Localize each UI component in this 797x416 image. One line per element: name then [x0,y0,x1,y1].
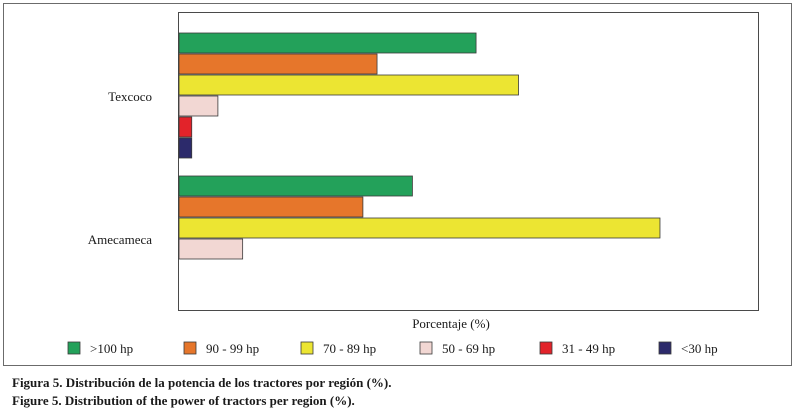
bar-chart: Texcoco Amecameca Porcentaje (%) >100 hp 9… [67,12,759,356]
bar-texcoco-50-69-hp [178,95,219,117]
bars-group [178,32,661,260]
legend-swatch-30-hp [658,341,672,355]
bar-texcoco-100-hp [178,32,477,54]
caption-english: Figure 5. Distribution of the power of t… [12,393,355,408]
bar-texcoco-70-89-hp [178,74,519,96]
bar-amecameca-100-hp [178,175,413,197]
legend-label-100-hp: >100 hp [90,341,133,356]
bar-amecameca-70-89-hp [178,217,661,239]
x-axis-label: Porcentaje (%) [412,316,490,331]
figure-frame [3,3,792,366]
legend-swatch-50-69-hp [419,341,433,355]
bar-texcoco-30-hp [178,137,193,159]
category-labels: Texcoco Amecameca [88,89,152,247]
bar-amecameca-50-69-hp [178,238,244,260]
legend-swatch-90-99-hp [183,341,197,355]
legend-label-50-69-hp: 50 - 69 hp [442,341,495,356]
legend: >100 hp 90 - 99 hp 70 - 89 hp 50 - 69 hp 31 … [67,341,718,356]
legend-swatch-100-hp [67,341,81,355]
caption-spanish: Figura 5. Distribución de la potencia de… [12,375,392,390]
category-label-texcoco: Texcoco [108,89,152,104]
legend-label-70-89-hp: 70 - 89 hp [323,341,376,356]
legend-swatch-31-49-hp [539,341,553,355]
legend-swatch-70-89-hp [300,341,314,355]
bar-texcoco-31-49-hp [178,116,193,138]
category-label-amecameca: Amecameca [88,232,152,247]
legend-label-31-49-hp: 31 - 49 hp [562,341,615,356]
legend-label-30-hp: <30 hp [681,341,718,356]
bar-amecameca-90-99-hp [178,196,364,218]
legend-label-90-99-hp: 90 - 99 hp [206,341,259,356]
bar-texcoco-90-99-hp [178,53,378,75]
